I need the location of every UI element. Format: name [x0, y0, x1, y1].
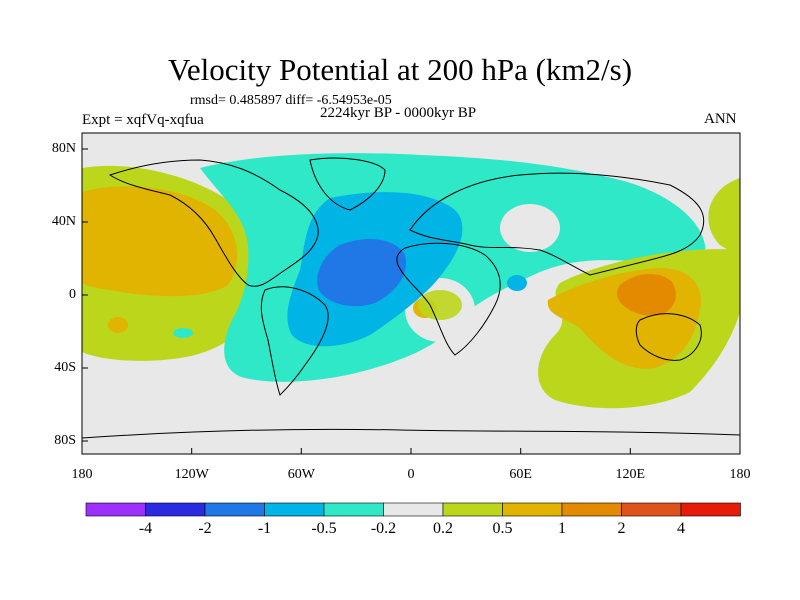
colorbar-swatch	[442, 502, 503, 517]
lon-label: 0	[407, 467, 415, 482]
colorbar-label: 0.2	[433, 520, 453, 537]
colorbar-swatch	[85, 502, 146, 517]
colorbar-label: 0.5	[492, 520, 513, 537]
colorbar-swatch	[204, 502, 265, 517]
lon-label: 60W	[287, 467, 315, 482]
experiment-label: Expt = xqfVq-xqfua	[82, 112, 204, 128]
europe-asia-coastline	[409, 172, 705, 276]
lat-label: 40N	[51, 214, 76, 229]
colorbar-swatch	[561, 502, 622, 517]
contour-fill-layer	[82, 133, 740, 454]
colorbar-label: -4	[138, 520, 153, 537]
lon-label: 60E	[509, 467, 532, 482]
lat-label: 80N	[51, 141, 76, 156]
coastline-layer	[82, 157, 740, 439]
colorbar-label: -0.5	[311, 520, 337, 537]
greenland-coastline	[309, 157, 386, 211]
white-hole-asia	[500, 204, 560, 252]
colorbar-swatch	[680, 502, 741, 517]
antarctica-coastline	[82, 428, 740, 439]
south-america-coastline	[260, 286, 329, 396]
colorbar	[85, 502, 741, 517]
map-title: Velocity Potential at 200 hPa (km2/s)	[167, 52, 633, 87]
colorbar-label: -2	[198, 520, 212, 537]
lon-label: 120E	[615, 467, 646, 482]
pacific-small-negative	[173, 328, 193, 338]
axis-ticks	[81, 148, 741, 454]
south-america-negative	[507, 275, 527, 291]
lat-label: 40S	[54, 360, 76, 375]
colorbar-swatch	[145, 502, 206, 517]
maritime-strong-region	[617, 274, 676, 316]
east-pacific-positive	[708, 178, 740, 255]
period-label: 2224kyr BP - 0000kyr BP	[320, 105, 477, 121]
lon-label: 120W	[174, 467, 209, 482]
colorbar-label: -1	[257, 520, 272, 537]
lat-label: 80S	[54, 433, 76, 448]
colorbar-swatch	[383, 502, 444, 517]
colorbar-label: 1	[558, 520, 566, 537]
lon-label: 180	[71, 467, 93, 482]
colorbar-label: 4	[677, 520, 685, 537]
colorbar-label: 2	[617, 520, 626, 537]
pacific-orange-region	[82, 186, 238, 297]
colorbar-swatch	[264, 502, 325, 517]
australia-coastline	[635, 313, 702, 361]
colorbar-swatch	[502, 502, 563, 517]
africa-coastline	[396, 242, 501, 356]
season-label: ANN	[704, 111, 737, 127]
africa-small-positive	[418, 290, 462, 320]
colorbar-label: -0.2	[370, 520, 397, 537]
colorbar-swatch	[621, 502, 682, 517]
atlantic-strong-negative	[317, 239, 406, 307]
lat-label: 0	[69, 287, 76, 302]
lon-label: 180	[729, 467, 751, 482]
colorbar-swatch	[323, 502, 384, 517]
stats-text: rmsd= 0.485897 diff= -6.54953e-05	[190, 93, 392, 108]
pacific-small-orange	[108, 317, 128, 333]
north-america-coastline	[108, 159, 319, 287]
